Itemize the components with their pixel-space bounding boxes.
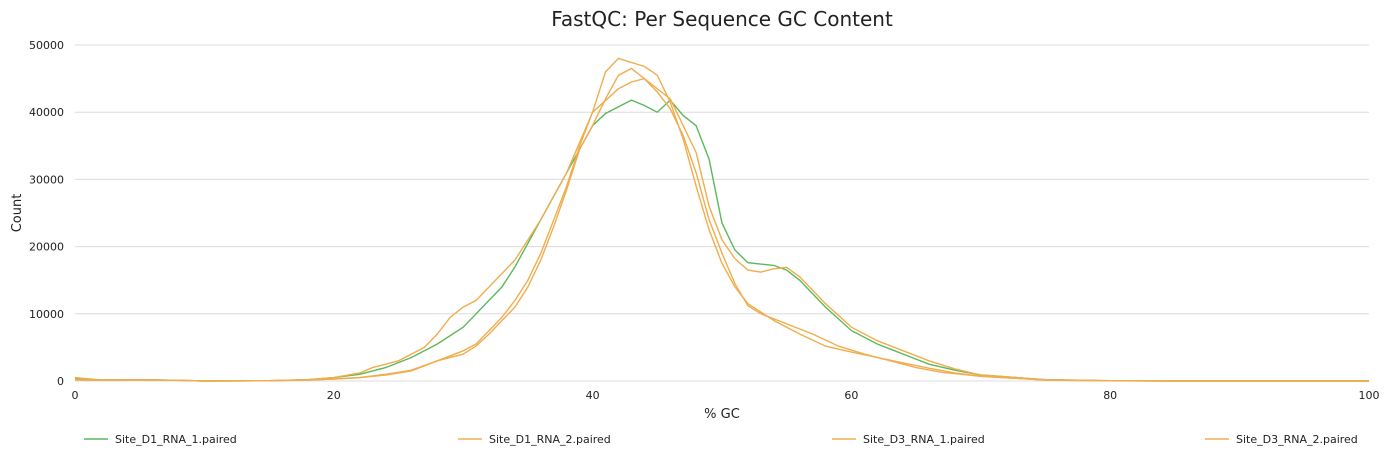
legend-item[interactable]: Site_D3_RNA_2.paired	[1205, 433, 1358, 446]
series-line-2	[74, 77, 1369, 382]
y-tick-label: 40000	[29, 106, 64, 119]
legend-item[interactable]: Site_D1_RNA_1.paired	[84, 433, 237, 446]
series-line-4	[74, 67, 1369, 382]
x-axis-label: % GC	[704, 407, 740, 422]
legend-label: Site_D1_RNA_1.paired	[115, 433, 237, 446]
legend-item[interactable]: Site_D3_RNA_1.paired	[832, 433, 985, 446]
grid-lines	[75, 44, 1369, 382]
x-tick-label: 40	[586, 389, 600, 402]
legend-item[interactable]: Site_D1_RNA_2.paired	[458, 433, 611, 446]
x-axis-ticks: 0 20 40 60 80 100	[72, 389, 1380, 402]
legend: Site_D1_RNA_1.paired Site_D1_RNA_2.paired…	[84, 433, 1358, 446]
y-tick-label: 10000	[29, 308, 64, 321]
x-tick-label: 80	[1103, 389, 1117, 402]
legend-label: Site_D3_RNA_2.paired	[1236, 433, 1358, 446]
chart-title: FastQC: Per Sequence GC Content	[551, 7, 893, 31]
y-tick-label: 20000	[29, 241, 64, 254]
y-tick-label: 30000	[29, 173, 64, 186]
x-tick-label: 0	[72, 389, 79, 402]
y-axis-label: Count	[10, 194, 25, 233]
legend-label: Site_D3_RNA_1.paired	[863, 433, 985, 446]
x-tick-label: 20	[327, 389, 341, 402]
y-axis-ticks: 0 10000 20000 30000 40000 50000	[29, 39, 64, 388]
y-tick-label: 50000	[29, 39, 64, 52]
x-tick-label: 60	[844, 389, 858, 402]
y-tick-label: 0	[57, 375, 64, 388]
x-tick-label: 100	[1359, 389, 1380, 402]
legend-label: Site_D1_RNA_2.paired	[489, 433, 611, 446]
series-lines	[74, 57, 1369, 382]
